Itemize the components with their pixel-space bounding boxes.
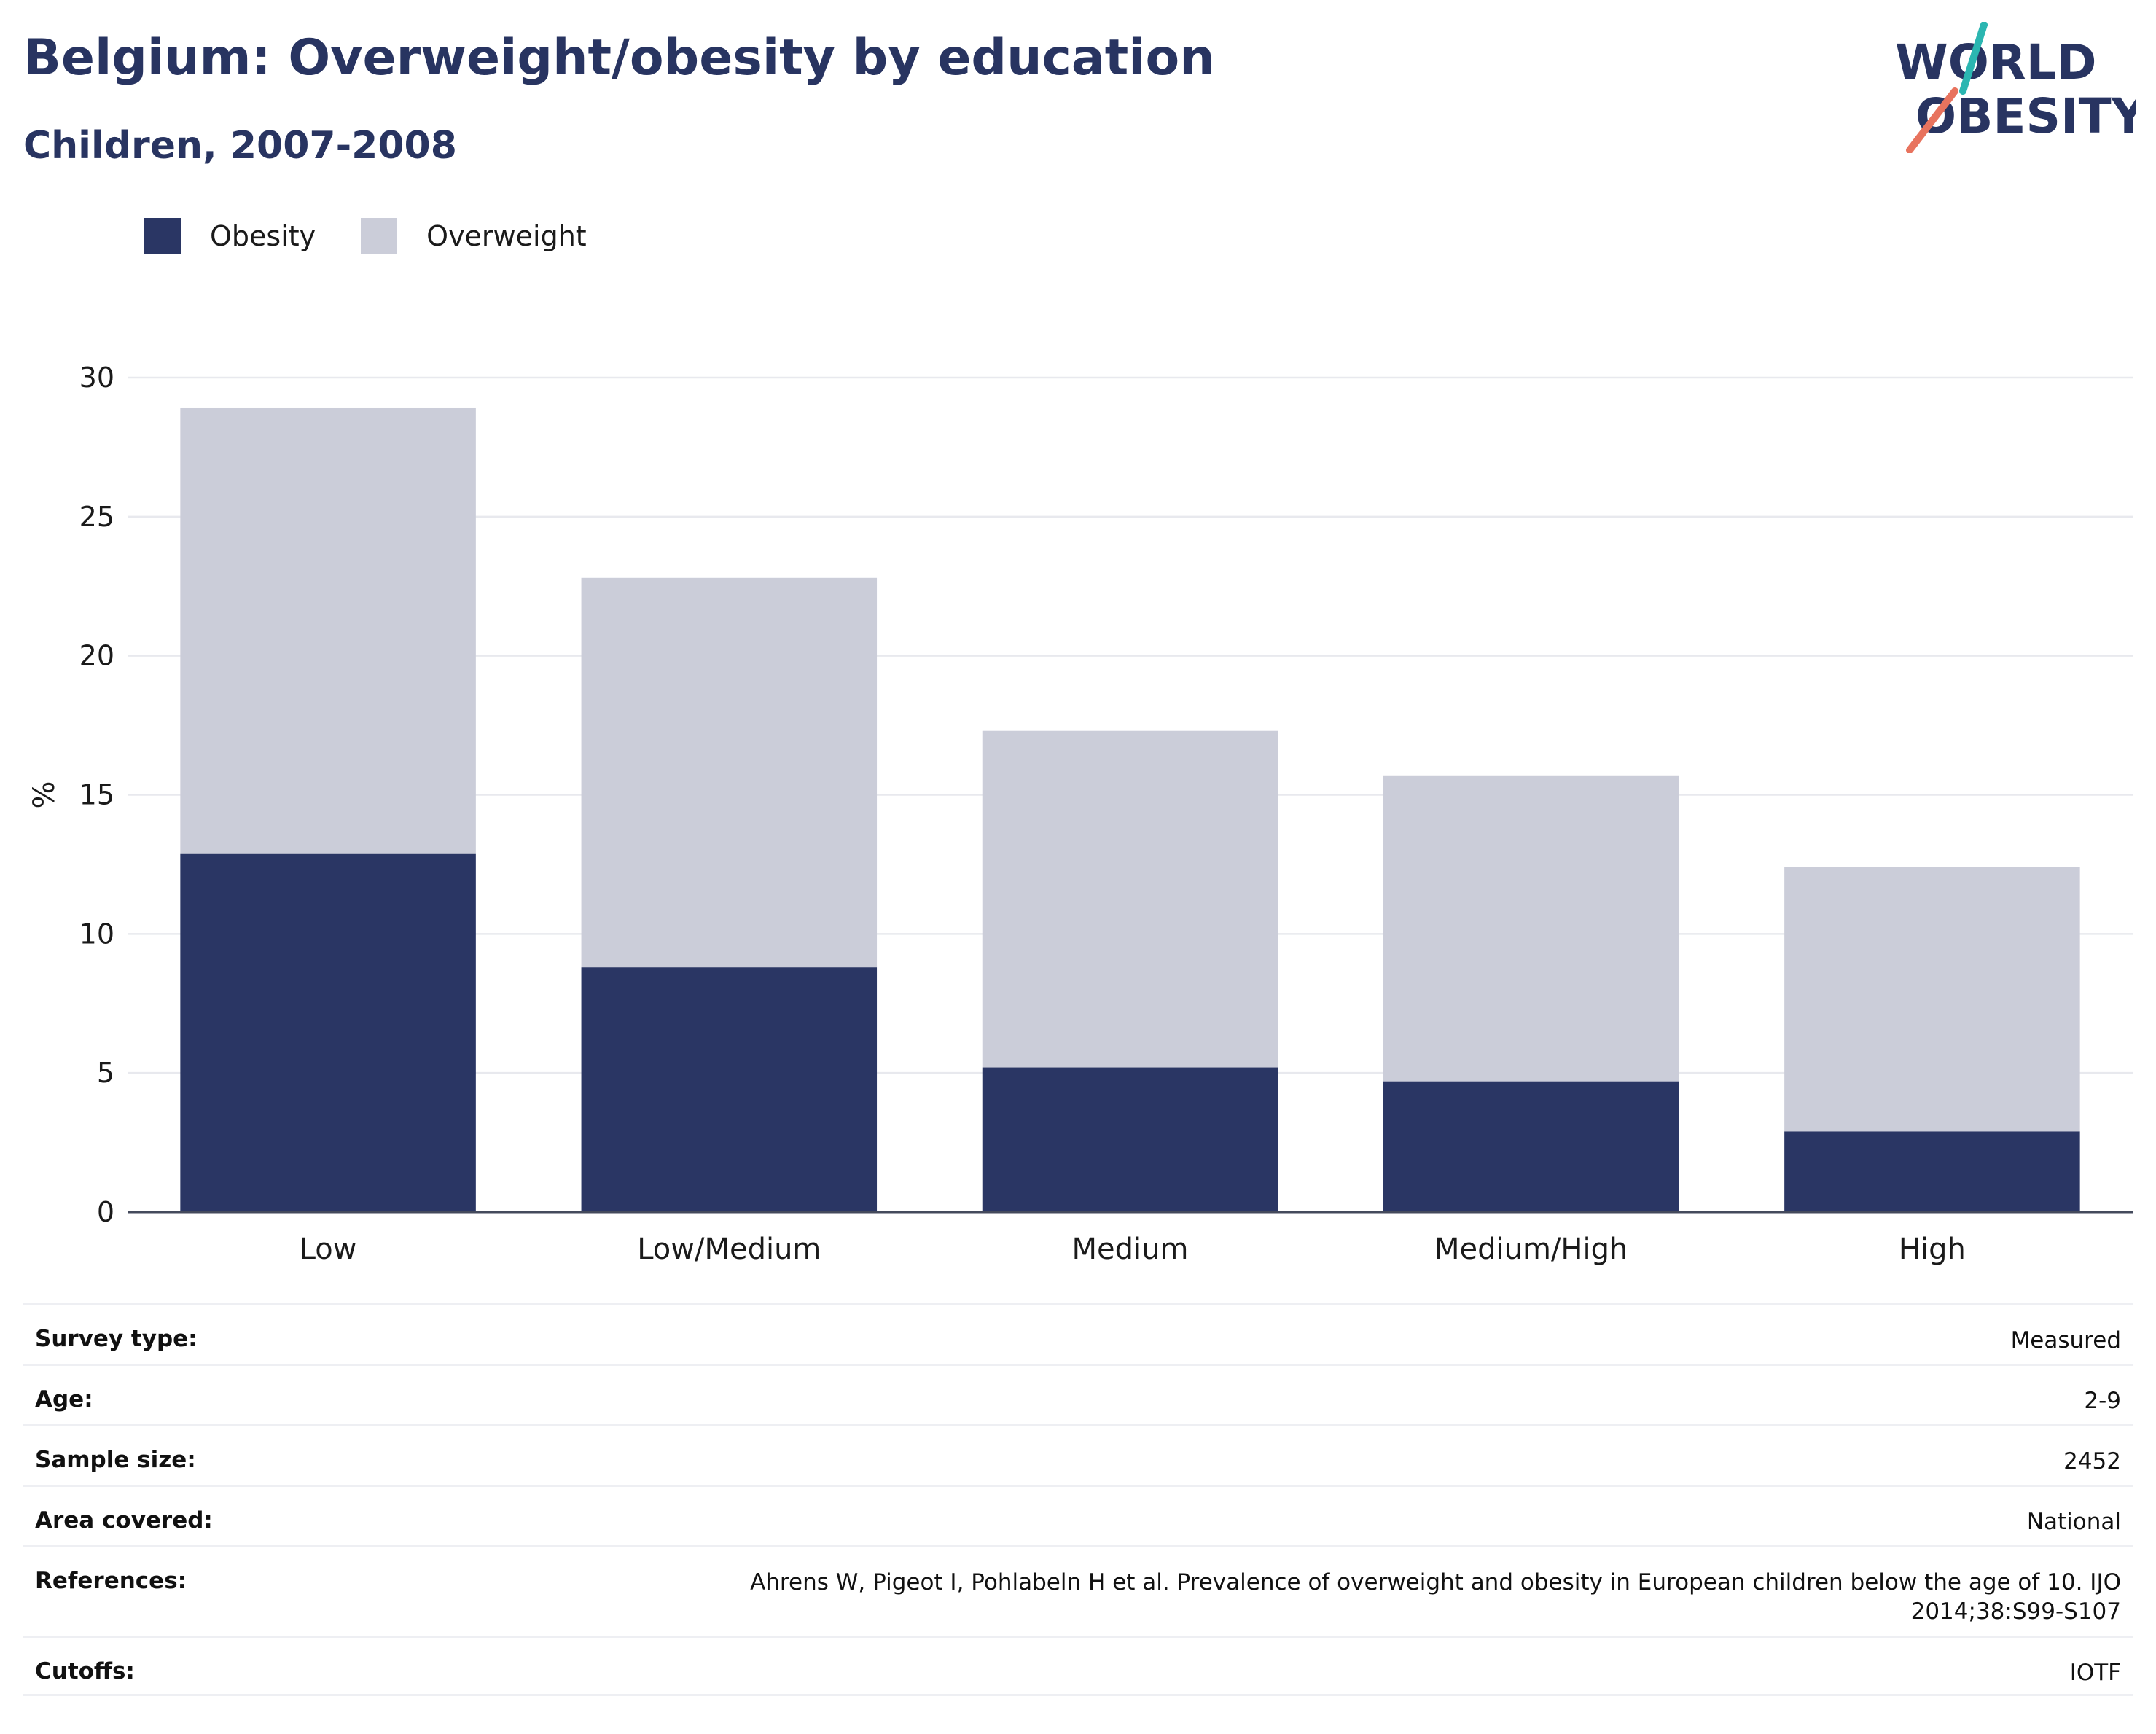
meta-key: Sample size:: [35, 1447, 196, 1473]
legend-swatch-overweight: [361, 218, 398, 254]
survey-details-table: Survey type: Measured Age: 2-9 Sample si…: [23, 1303, 2133, 1696]
meta-value: Measured: [2010, 1327, 2121, 1354]
bar-obesity-low-medium: [581, 967, 878, 1212]
legend-swatch-obesity: [144, 218, 181, 254]
x-tick-label: Medium: [1072, 1233, 1189, 1266]
y-tick-label: 25: [79, 501, 114, 533]
page-title: Belgium: Overweight/obesity by education: [23, 29, 1215, 87]
y-axis-label: %: [28, 781, 61, 808]
y-tick-label: 30: [79, 362, 114, 394]
stacked-bar-chart: 0 5 10 15 20 25 30% Low Low/Medium Medium Medium/H…: [28, 362, 2133, 1266]
y-tick-label: 15: [79, 779, 114, 811]
bar-overweight-medium-high: [1383, 775, 1679, 1082]
legend-label-overweight: Overweight: [426, 220, 587, 252]
x-tick-label: High: [1899, 1233, 1966, 1266]
legend-item-obesity[interactable]: Obesity: [144, 218, 316, 254]
meta-row-cutoffs: Cutoffs: IOTF: [23, 1636, 2133, 1696]
legend-label-obesity: Obesity: [210, 220, 316, 252]
meta-value: Ahrens W, Pigeot I, Pohlabeln H et al. P…: [750, 1569, 2121, 1625]
meta-row-survey-type: Survey type: Measured: [23, 1303, 2133, 1364]
meta-value: 2-9: [2084, 1388, 2121, 1414]
meta-key: References:: [35, 1568, 187, 1594]
world-obesity-logo: WORLD OBESITY: [1895, 22, 2136, 153]
x-tick-label: Low: [300, 1233, 357, 1266]
legend-item-overweight[interactable]: Overweight: [361, 218, 587, 254]
meta-value: IOTF: [2069, 1660, 2121, 1686]
x-tick-label: Low/Medium: [637, 1233, 821, 1266]
meta-value: National: [2026, 1509, 2121, 1535]
meta-value: 2452: [2063, 1448, 2121, 1475]
meta-key: Survey type:: [35, 1326, 198, 1352]
bar-obesity-low: [180, 853, 476, 1212]
bar-overweight-low-medium: [581, 577, 878, 968]
meta-key: Area covered:: [35, 1507, 213, 1534]
bar-overweight-low: [180, 407, 476, 854]
logo-line1: WORLD: [1895, 34, 2097, 90]
y-tick-label: 0: [97, 1196, 114, 1228]
meta-row-references: References: Ahrens W, Pigeot I, Pohlabel…: [23, 1545, 2133, 1636]
bar-obesity-medium-high: [1383, 1081, 1679, 1212]
bar-overweight-medium: [982, 730, 1278, 1068]
page-subtitle: Children, 2007-2008: [23, 124, 457, 168]
y-tick-label: 5: [97, 1057, 114, 1089]
bar-obesity-medium: [982, 1067, 1278, 1212]
y-tick-label: 10: [79, 918, 114, 950]
bar-obesity-high: [1784, 1131, 2080, 1212]
chart-legend: Obesity Overweight: [144, 217, 632, 255]
meta-row-area-covered: Area covered: National: [23, 1485, 2133, 1545]
y-tick-label: 20: [79, 640, 114, 672]
meta-key: Age:: [35, 1386, 93, 1413]
meta-row-sample-size: Sample size: 2452: [23, 1424, 2133, 1485]
meta-key: Cutoffs:: [35, 1658, 135, 1684]
meta-row-age: Age: 2-9: [23, 1364, 2133, 1424]
x-tick-label: Medium/High: [1434, 1233, 1628, 1266]
bar-overweight-high: [1784, 867, 2080, 1132]
